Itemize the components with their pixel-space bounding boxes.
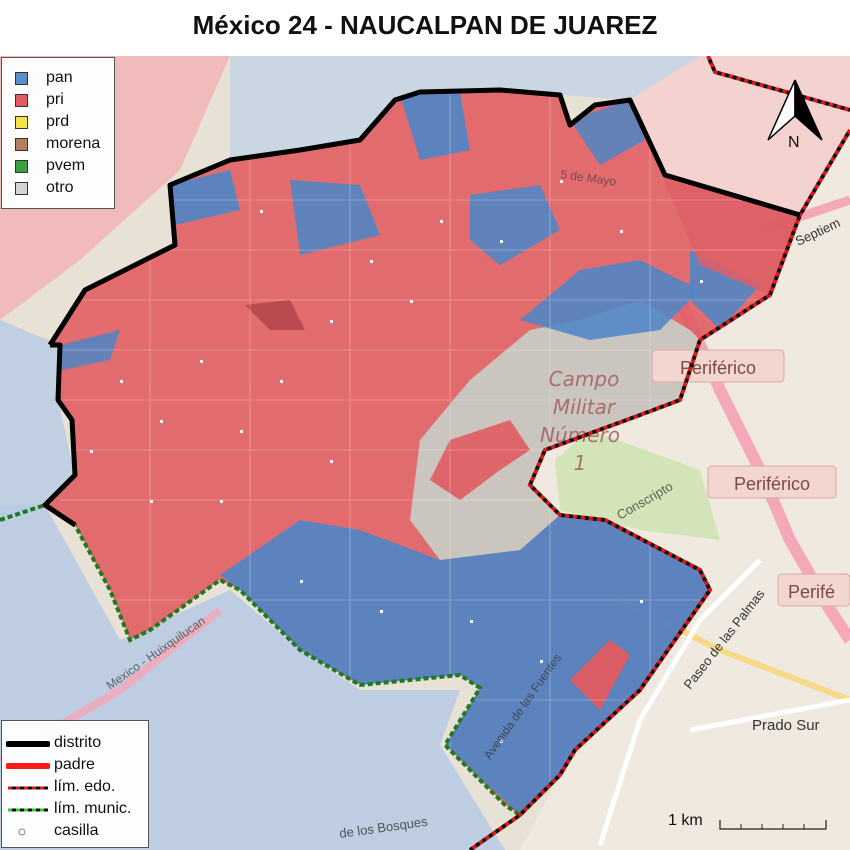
park-area	[555, 430, 720, 540]
legend-line-lim-munic	[8, 808, 48, 812]
legend-label-otro: otro	[46, 179, 74, 196]
section-pan-north-4	[470, 185, 560, 265]
legend-swatch-pri	[15, 94, 28, 107]
campo-label-line2: Militar	[553, 395, 617, 419]
neighbor-area-west-mid	[0, 320, 75, 520]
legend-label-distrito: distrito	[54, 734, 102, 751]
party-legend: pan pri prd morena pvem otro	[1, 57, 115, 209]
state-boundary	[468, 56, 850, 850]
section-pan-north-2	[170, 170, 240, 225]
periferico-label-1-text: Periférico	[680, 358, 756, 378]
north-arrow-icon	[767, 79, 823, 141]
neighbor-area-north	[230, 56, 700, 160]
legend-swatch-prd	[15, 116, 28, 129]
map-title: México 24 - NAUCALPAN DE JUAREZ	[192, 10, 658, 40]
legend-label-padre: padre	[54, 756, 95, 773]
legend-swatch-pvem	[15, 160, 28, 173]
campo-label-line1: Campo	[549, 367, 620, 391]
legend-swatch-morena	[15, 138, 28, 151]
district-boundary	[42, 87, 801, 528]
section-pan-east	[690, 250, 760, 330]
scale-bar-ruler	[719, 820, 827, 830]
section-pan-west	[60, 330, 120, 370]
district-map: Campo Militar Número 1 Periférico Perifé…	[0, 56, 850, 850]
legend-label-morena: morena	[46, 135, 101, 152]
section-otro-campo	[410, 300, 700, 560]
legend-label-lim-edo: lím. edo.	[54, 778, 116, 795]
legend-label-pri: pri	[46, 91, 64, 108]
municipal-boundary	[0, 502, 522, 817]
periferico-label-3-text: Perifé	[788, 582, 835, 602]
section-pri-campo	[430, 420, 530, 500]
scale-bar: 1 km	[668, 812, 838, 832]
legend-label-pan: pan	[46, 69, 73, 86]
section-pri-south-small	[570, 640, 630, 710]
legend-line-lim-edo	[8, 786, 48, 790]
scale-bar-label: 1 km	[668, 812, 703, 829]
state-boundary-dark	[468, 56, 850, 850]
legend-label-pvem: pvem	[46, 157, 86, 174]
legend-line-distrito	[6, 741, 50, 747]
section-pan-campo-north	[520, 260, 700, 340]
section-pan-north-5	[570, 100, 645, 165]
periferico-label-2-text: Periférico	[734, 474, 810, 494]
section-pan-north-3	[290, 180, 380, 255]
section-pri-dark	[245, 300, 305, 330]
district-sections	[45, 90, 800, 815]
legend-marker-casilla	[18, 828, 26, 836]
road-prado	[689, 697, 850, 733]
periferico-label-3: Perifé	[777, 573, 850, 607]
section-pri-northeast	[630, 100, 800, 295]
road-palmas	[597, 558, 762, 846]
legend-label-casilla: casilla	[54, 822, 99, 839]
section-pan-north-1	[400, 92, 470, 160]
legend-label-lim-munic: lím. munic.	[54, 800, 132, 817]
legend-line-padre	[6, 763, 50, 769]
legend-label-prd: prd	[46, 113, 70, 130]
periferico-label-1: Periférico	[651, 349, 785, 383]
north-arrow-label: N	[788, 134, 800, 151]
campo-label-line4: 1	[574, 451, 587, 475]
periferico-label-2: Periférico	[707, 465, 837, 499]
casilla-markers	[90, 180, 703, 743]
boundary-legend: distrito padre lím. edo. lím. munic. cas…	[1, 720, 149, 848]
section-pan-south	[220, 515, 710, 815]
legend-swatch-pan	[15, 72, 28, 85]
legend-swatch-otro	[15, 182, 28, 195]
prado-sur-label: Prado Sur	[752, 717, 820, 734]
